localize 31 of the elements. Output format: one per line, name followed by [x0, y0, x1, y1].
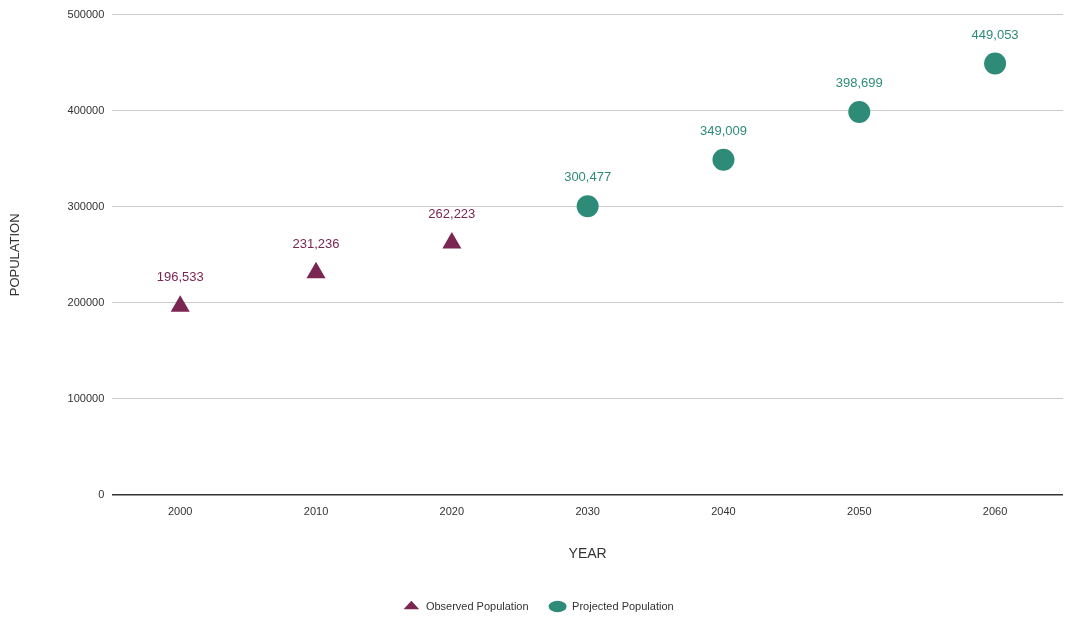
x-axis-title: YEAR [568, 545, 607, 562]
point [848, 100, 871, 123]
data-label: 449,053 [971, 26, 1019, 42]
y-tick-label: 0 [98, 488, 105, 501]
data-label: 398,699 [835, 75, 883, 91]
data-label: 231,236 [292, 235, 340, 251]
y-tick-label: 400000 [67, 103, 105, 116]
data-label: 300,477 [564, 169, 612, 185]
point [306, 261, 326, 279]
point [576, 195, 599, 218]
x-tick-label: 2040 [711, 504, 736, 517]
x-tick-label: 2060 [982, 504, 1008, 517]
data-label: 262,223 [428, 206, 476, 222]
point [442, 232, 462, 249]
data-label: 196,533 [156, 269, 204, 285]
x-tick-label: 2050 [847, 504, 872, 517]
x-tick-label: 2030 [575, 504, 600, 517]
y-tick-label: 300000 [67, 199, 105, 212]
x-tick-label: 2020 [439, 504, 465, 517]
point [712, 148, 735, 171]
legend-label: Projected Population [572, 599, 674, 612]
y-tick-label: 100000 [67, 391, 105, 404]
point [170, 295, 190, 312]
y-tick-label: 200000 [67, 295, 105, 308]
legend-label: Observed Population [425, 599, 529, 612]
x-tick-label: 2000 [167, 504, 193, 517]
data-label: 349,009 [699, 122, 747, 138]
y-axis-title: POPULATION [7, 213, 23, 297]
y-tick-label: 500000 [67, 7, 105, 20]
x-tick-label: 2010 [303, 504, 329, 517]
point [984, 52, 1007, 75]
